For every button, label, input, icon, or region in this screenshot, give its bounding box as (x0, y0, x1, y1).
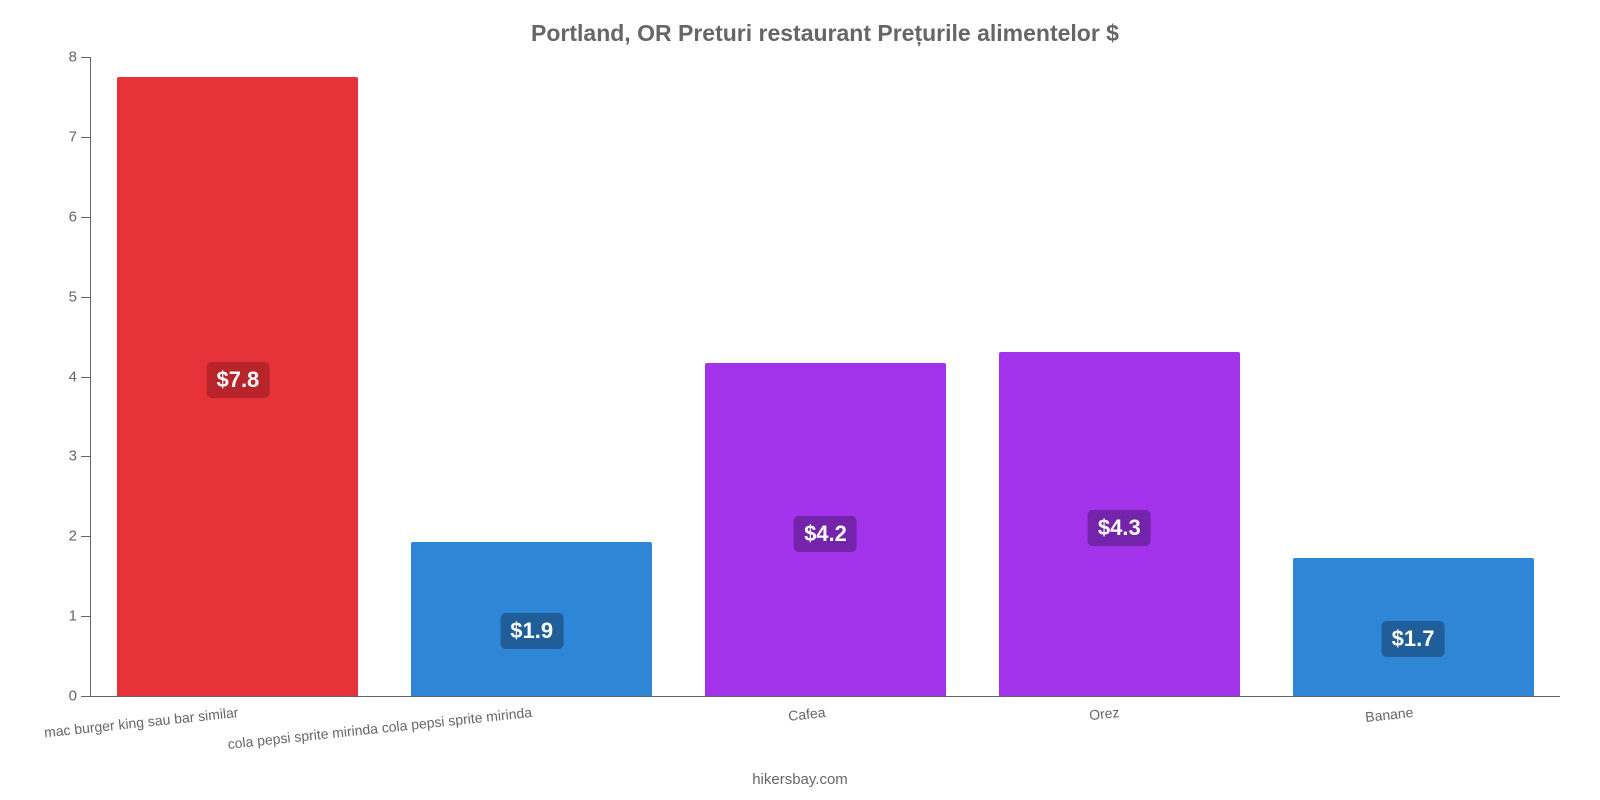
y-tick (81, 696, 91, 697)
x-axis-label: Banane (1364, 704, 1414, 725)
bars-group: $7.8mac burger king sau bar similar$1.9c… (91, 57, 1560, 696)
x-axis-label: Orez (1088, 704, 1120, 723)
value-badge: $1.7 (1382, 621, 1445, 657)
bar: $4.2 (705, 363, 946, 696)
y-axis-label: 0 (69, 688, 77, 705)
y-axis-label: 8 (69, 49, 77, 66)
y-axis-label: 1 (69, 608, 77, 625)
x-axis-label: mac burger king sau bar similar (43, 704, 239, 740)
bar: $7.8 (117, 77, 358, 696)
bar-slot: $1.9cola pepsi sprite mirinda cola pepsi… (385, 57, 679, 696)
bar: $1.7 (1293, 558, 1534, 696)
bar-slot: $4.2Cafea (679, 57, 973, 696)
bar-slot: $4.3Orez (972, 57, 1266, 696)
plot-area: $7.8mac burger king sau bar similar$1.9c… (90, 57, 1560, 697)
y-axis-label: 5 (69, 288, 77, 305)
value-badge: $1.9 (500, 613, 563, 649)
y-tick (81, 377, 91, 378)
y-tick (81, 616, 91, 617)
chart-footer: hikersbay.com (0, 771, 1600, 788)
y-axis-label: 6 (69, 208, 77, 225)
x-axis-label: cola pepsi sprite mirinda cola pepsi spr… (227, 704, 533, 752)
bar: $4.3 (999, 352, 1240, 696)
y-axis-label: 3 (69, 448, 77, 465)
bar-slot: $7.8mac burger king sau bar similar (91, 57, 385, 696)
y-tick (81, 297, 91, 298)
y-axis-label: 7 (69, 128, 77, 145)
value-badge: $4.2 (794, 516, 857, 552)
bar-slot: $1.7Banane (1266, 57, 1560, 696)
chart-title: Portland, OR Preturi restaurant Prețuril… (90, 20, 1560, 47)
y-tick (81, 57, 91, 58)
value-badge: $4.3 (1088, 510, 1151, 546)
y-axis-label: 4 (69, 368, 77, 385)
y-tick (81, 456, 91, 457)
y-tick (81, 137, 91, 138)
chart-container: Portland, OR Preturi restaurant Prețuril… (0, 0, 1600, 800)
bar: $1.9 (411, 542, 652, 696)
y-axis-label: 2 (69, 528, 77, 545)
y-tick (81, 536, 91, 537)
x-axis-label: Cafea (788, 704, 827, 724)
y-tick (81, 217, 91, 218)
value-badge: $7.8 (206, 362, 269, 398)
